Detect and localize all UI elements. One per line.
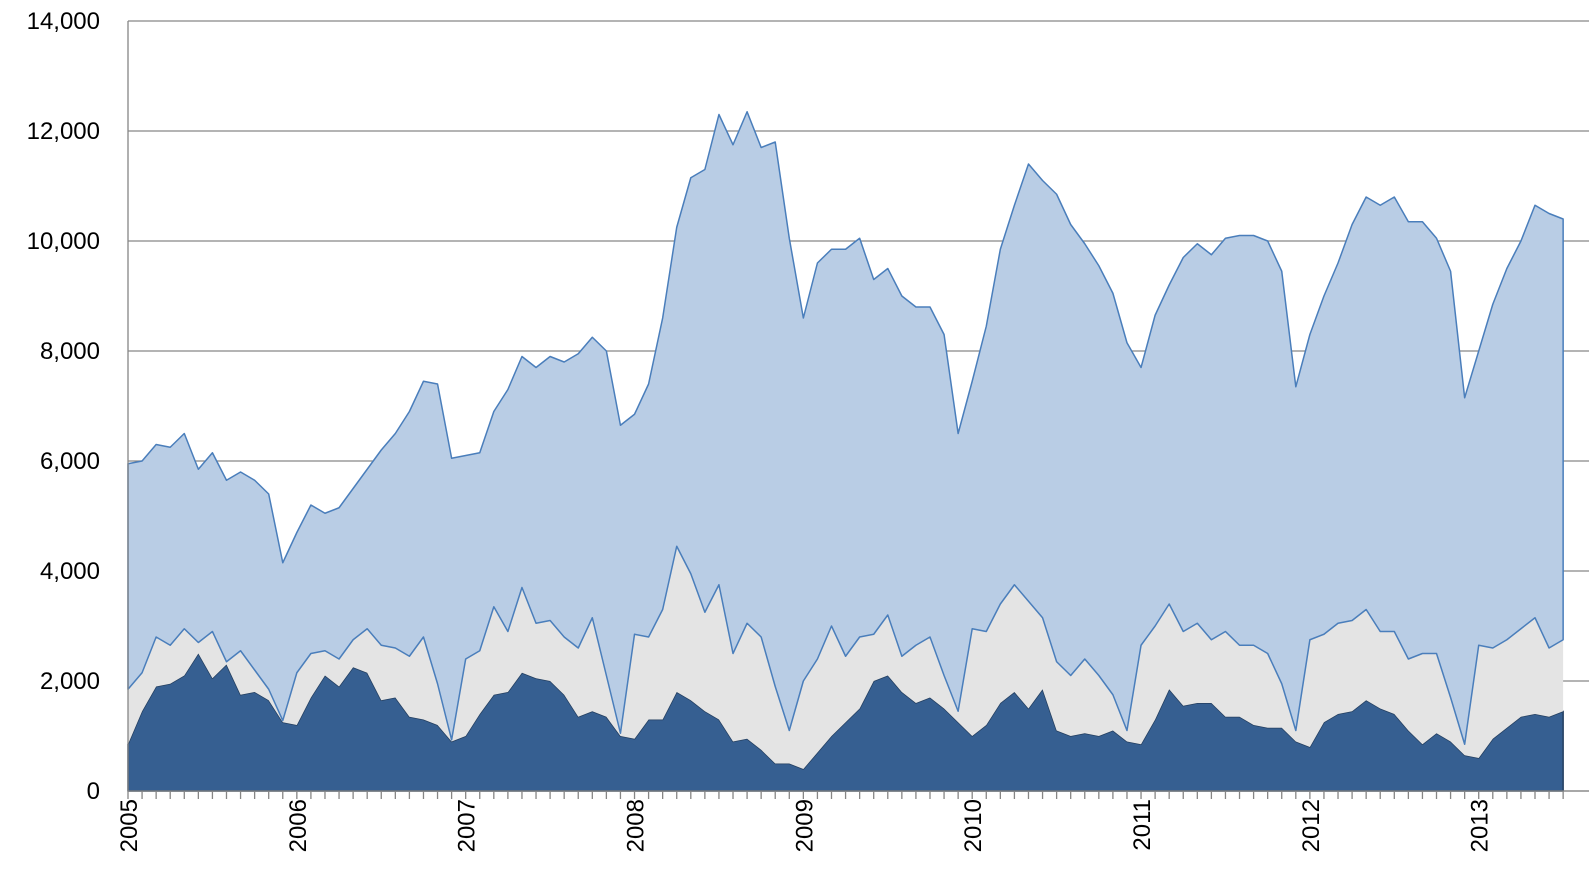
area xyxy=(127,111,1564,745)
x-tick-label: 2012 xyxy=(1298,799,1325,852)
y-tick-label: 0 xyxy=(87,778,100,805)
x-tick-label: 2010 xyxy=(960,799,987,852)
x-tick-label: 2013 xyxy=(1467,799,1494,852)
x-tick-label: 2006 xyxy=(285,799,312,852)
x-tick-label: 2011 xyxy=(1129,799,1156,851)
y-tick-label: 2,000 xyxy=(40,668,100,695)
y-tick-label: 12,000 xyxy=(27,118,100,145)
area xyxy=(128,546,1564,769)
y-tick-label: 10,000 xyxy=(27,228,100,255)
x-tick-label: 2008 xyxy=(623,799,650,852)
y-tick-label: 8,000 xyxy=(40,338,100,365)
y-tick-label: 6,000 xyxy=(40,448,100,475)
x-tick-label: 2009 xyxy=(791,799,818,852)
y-tick-label: 4,000 xyxy=(40,558,100,585)
x-tick-label: 2007 xyxy=(454,799,481,852)
y-tick-label: 14,000 xyxy=(27,8,100,35)
x-tick-label: 2005 xyxy=(116,799,143,852)
